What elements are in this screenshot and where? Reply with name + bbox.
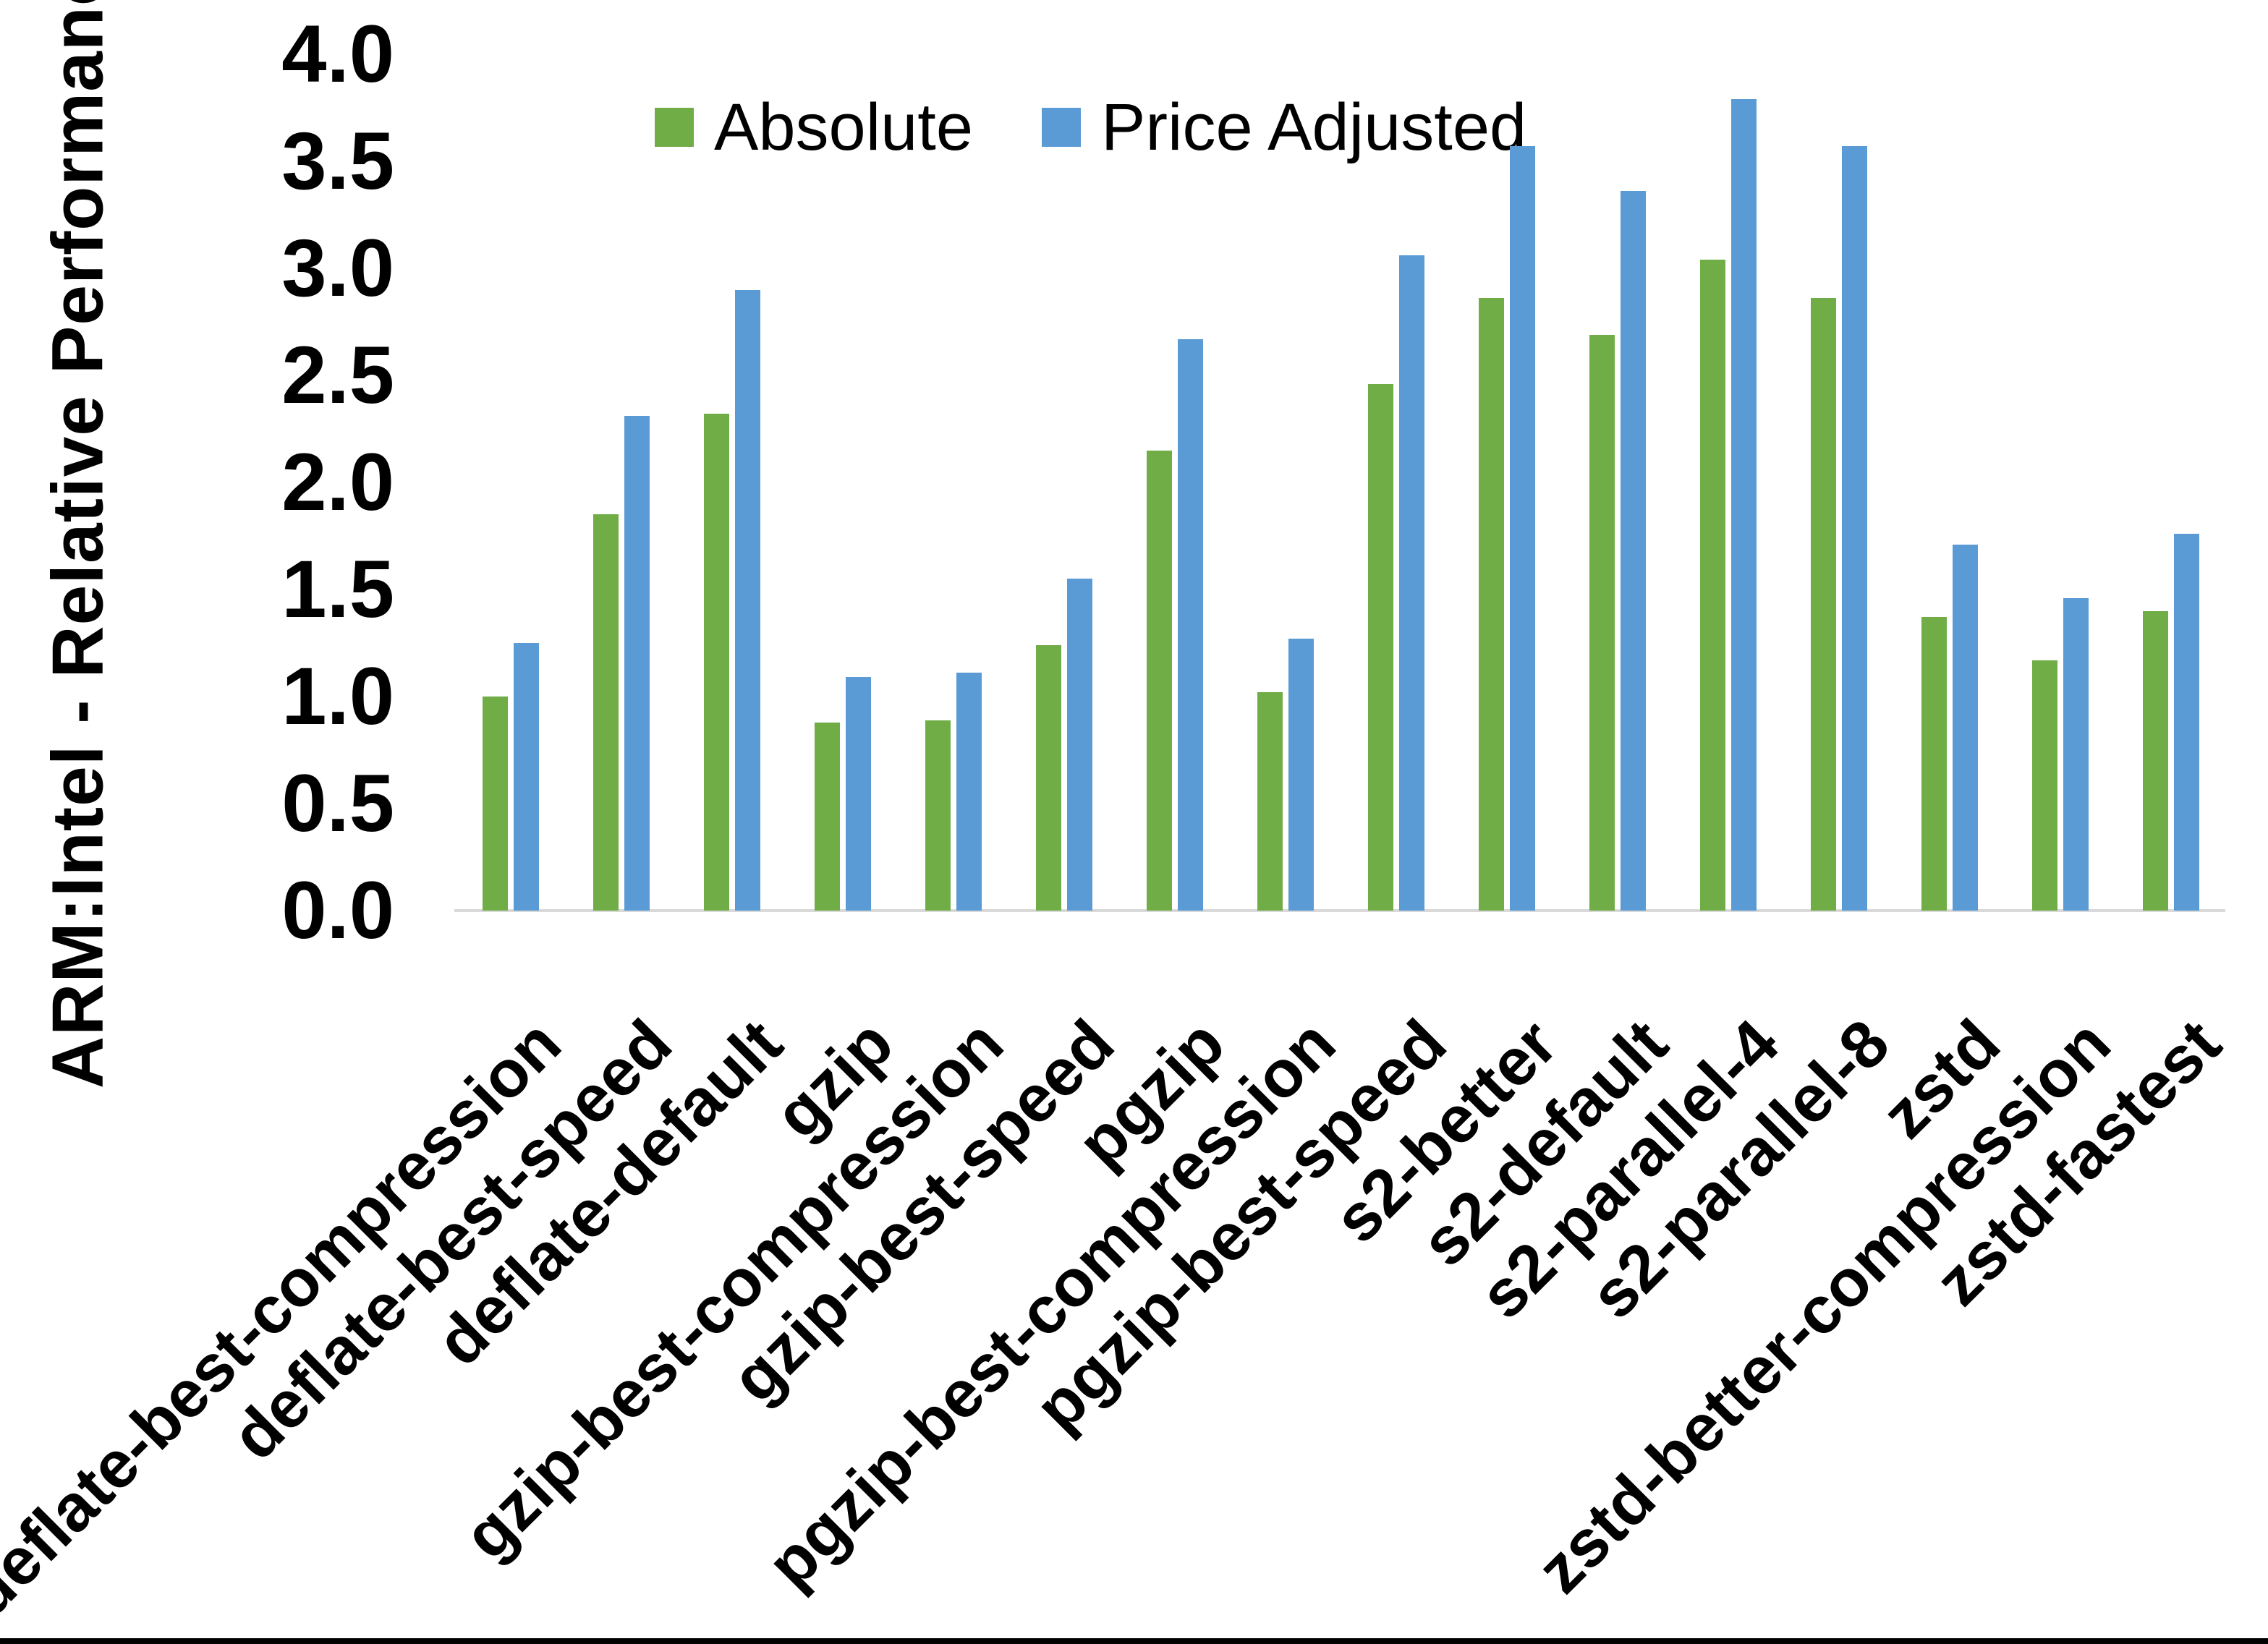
bar-price-adjusted-deflate-best-compression bbox=[514, 643, 539, 911]
bar-absolute-gzip-best-compression bbox=[925, 720, 951, 911]
y-tick-label-4.0: 4.0 bbox=[281, 9, 394, 99]
bar-price-adjusted-zstd-better-compression bbox=[2063, 598, 2089, 911]
bar-price-adjusted-zstd-fastest bbox=[2174, 534, 2199, 911]
bar-price-adjusted-s2-parallel-8 bbox=[1842, 146, 1867, 911]
y-tick-label-3.5: 3.5 bbox=[281, 116, 394, 206]
bar-price-adjusted-s2-default bbox=[1621, 191, 1646, 911]
y-tick-label-3.0: 3.0 bbox=[281, 223, 394, 313]
bar-absolute-s2-parallel-4 bbox=[1700, 260, 1725, 911]
bar-price-adjusted-s2-parallel-4 bbox=[1731, 99, 1757, 911]
bar-price-adjusted-deflate-default bbox=[735, 290, 760, 911]
bar-absolute-deflate-best-compression bbox=[483, 697, 508, 911]
bar-absolute-pgzip-best-compression bbox=[1257, 692, 1283, 911]
legend-swatch-absolute bbox=[655, 108, 694, 147]
bar-price-adjusted-pgzip bbox=[1178, 339, 1203, 911]
bar-price-adjusted-pgzip-best-compression bbox=[1288, 639, 1314, 911]
bar-absolute-pgzip-best-speed bbox=[1368, 384, 1393, 911]
bar-price-adjusted-gzip-best-speed bbox=[1067, 579, 1092, 911]
x-axis-line bbox=[454, 909, 2225, 912]
legend: Absolute Price Adjusted bbox=[655, 94, 1526, 161]
bar-absolute-gzip-best-speed bbox=[1036, 645, 1061, 911]
y-tick-label-1.5: 1.5 bbox=[281, 544, 394, 634]
bar-absolute-pgzip bbox=[1147, 451, 1172, 911]
bar-price-adjusted-pgzip-best-speed bbox=[1399, 255, 1424, 911]
y-tick-label-0.0: 0.0 bbox=[281, 865, 394, 955]
bar-absolute-s2-default bbox=[1589, 335, 1615, 911]
bar-price-adjusted-gzip-best-compression bbox=[956, 673, 982, 911]
bar-absolute-deflate-default bbox=[704, 414, 729, 911]
bar-price-adjusted-gzip bbox=[846, 677, 871, 911]
bar-absolute-s2-parallel-8 bbox=[1811, 298, 1836, 911]
bar-absolute-zstd-fastest bbox=[2143, 611, 2168, 911]
y-tick-label-2.0: 2.0 bbox=[281, 437, 394, 527]
bar-absolute-s2-better bbox=[1479, 298, 1504, 911]
bar-price-adjusted-deflate-best-speed bbox=[624, 416, 650, 911]
bar-absolute-gzip bbox=[815, 723, 840, 911]
bar-price-adjusted-zstd bbox=[1953, 545, 1978, 911]
y-tick-label-0.5: 0.5 bbox=[281, 758, 394, 848]
legend-label-absolute: Absolute bbox=[714, 90, 974, 164]
bar-absolute-deflate-best-speed bbox=[593, 514, 619, 911]
y-tick-label-1.0: 1.0 bbox=[281, 651, 394, 741]
y-tick-label-2.5: 2.5 bbox=[281, 330, 394, 420]
bottom-border bbox=[0, 1638, 2268, 1644]
legend-label-price-adjusted: Price Adjusted bbox=[1101, 90, 1527, 164]
bar-absolute-zstd-better-compression bbox=[2032, 660, 2057, 911]
legend-swatch-price-adjusted bbox=[1042, 108, 1082, 147]
bar-absolute-zstd bbox=[1921, 617, 1947, 911]
bar-price-adjusted-s2-better bbox=[1510, 146, 1535, 911]
